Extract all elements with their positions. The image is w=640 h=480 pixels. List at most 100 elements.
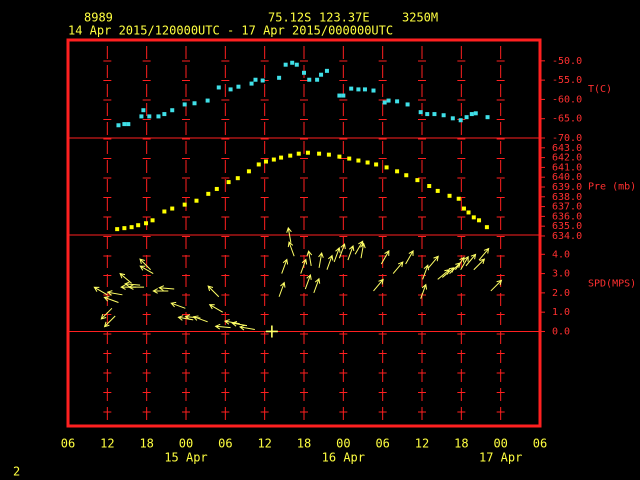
data-point — [162, 209, 167, 214]
data-point — [214, 186, 219, 191]
data-point — [307, 77, 312, 82]
x-tick-label: 18 — [297, 437, 311, 451]
x-tick-label: 00 — [493, 437, 507, 451]
wind-arrow — [208, 304, 223, 313]
x-tick-label: 00 — [336, 437, 350, 451]
data-point — [337, 93, 342, 98]
data-point — [456, 196, 461, 201]
wind-arrow — [422, 264, 430, 280]
wind-arrow — [170, 301, 186, 309]
day-label: 15 Apr — [164, 451, 207, 465]
day-label: 17 Apr — [479, 451, 522, 465]
data-point — [139, 114, 144, 119]
data-point — [116, 123, 121, 128]
grid-cross — [378, 60, 387, 413]
data-point — [283, 62, 288, 67]
y-tick-label: 4.0 — [552, 249, 570, 260]
wind-arrow — [473, 258, 486, 271]
data-point — [290, 60, 295, 65]
data-point — [315, 77, 320, 82]
data-point — [415, 178, 420, 183]
y-axis-label: T(C) — [588, 84, 612, 95]
y-tick-label: -55.0 — [552, 75, 582, 86]
wind-arrow — [286, 226, 292, 243]
data-point — [253, 77, 258, 82]
wind-arrow — [158, 285, 175, 291]
data-point — [192, 101, 197, 106]
data-point — [296, 151, 301, 156]
wind-arrow — [300, 258, 308, 274]
grid-cross — [457, 60, 466, 413]
data-point — [141, 108, 146, 113]
data-point — [129, 225, 134, 230]
wind-arrow — [192, 315, 208, 323]
y-tick-label: -70.0 — [552, 133, 582, 144]
y-tick-label: 639.0 — [552, 182, 582, 193]
data-point — [122, 226, 127, 231]
data-point — [216, 85, 221, 90]
wind-arrow — [455, 256, 465, 271]
data-point — [156, 114, 161, 119]
data-point — [246, 169, 251, 174]
data-point — [464, 115, 469, 120]
data-point — [347, 156, 352, 161]
grid-cross — [496, 60, 505, 413]
y-axis-label: Pre (mb) — [588, 182, 636, 193]
data-point — [150, 218, 155, 223]
data-point — [144, 221, 149, 226]
data-point — [427, 184, 432, 189]
data-point — [450, 116, 455, 121]
data-point — [477, 218, 482, 223]
data-point — [341, 93, 346, 98]
data-point — [126, 122, 131, 127]
data-point — [182, 202, 187, 207]
wind-arrow — [93, 286, 108, 296]
wind-arrow — [490, 279, 503, 292]
data-point — [404, 173, 409, 178]
data-point — [324, 68, 329, 73]
wind-arrow — [124, 281, 141, 288]
wind-arrow — [139, 265, 154, 275]
wind-arrow — [338, 243, 346, 259]
plot-frame — [66, 38, 542, 428]
data-point — [226, 180, 231, 185]
wind-arrow — [152, 288, 169, 294]
data-point — [182, 102, 187, 107]
data-point — [170, 108, 175, 113]
wind-arrow — [373, 278, 384, 292]
y-tick-label: 638.0 — [552, 192, 582, 203]
wind-arrow — [100, 307, 113, 320]
data-point — [277, 75, 282, 80]
data-point — [484, 225, 489, 230]
data-point — [194, 198, 199, 203]
x-tick-label: 06 — [375, 437, 389, 451]
data-point — [122, 122, 127, 127]
wind-arrow — [287, 241, 295, 257]
data-point — [447, 193, 452, 198]
period: 14 Apr 2015/120000UTC - 17 Apr 2015/0000… — [68, 24, 393, 38]
data-point — [418, 110, 423, 115]
grid-cross — [260, 60, 269, 413]
data-point — [279, 155, 284, 160]
data-point — [236, 84, 241, 89]
y-tick-label: 3.0 — [552, 269, 570, 280]
data-point — [115, 227, 120, 232]
wind-arrow — [465, 253, 477, 267]
wind-arrow — [333, 246, 341, 263]
y-tick-label: 1.0 — [552, 307, 570, 318]
data-point — [305, 150, 310, 155]
data-point — [319, 72, 324, 77]
grid-cross — [339, 60, 348, 413]
data-point — [326, 152, 331, 157]
wind-arrow — [278, 281, 286, 297]
wind-arrow — [223, 319, 240, 325]
grid-cross — [300, 60, 308, 413]
wind-arrow — [428, 255, 439, 269]
x-tick-label: 18 — [454, 437, 468, 451]
data-point — [294, 62, 299, 67]
elevation: 3250M — [402, 11, 438, 25]
wind-arrow — [313, 277, 321, 294]
y-tick-label: 637.0 — [552, 202, 582, 213]
y-tick-label: 640.0 — [552, 172, 582, 183]
